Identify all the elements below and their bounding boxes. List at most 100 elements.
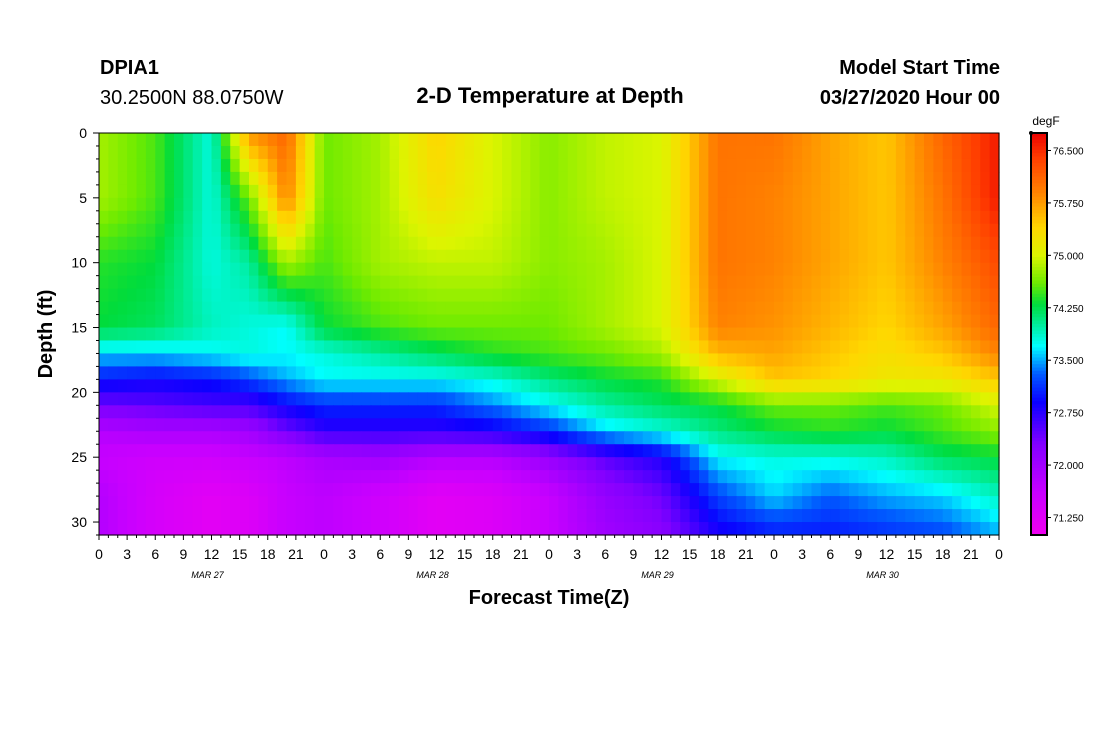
heatmap-cell [492, 314, 503, 329]
heatmap-cell [314, 457, 325, 471]
colorbar-label: 74.250 [1053, 304, 1084, 315]
heatmap-cell [145, 522, 156, 536]
heatmap-cell [933, 522, 944, 536]
heatmap-cell [370, 223, 381, 238]
heatmap-cell [867, 405, 878, 419]
heatmap-cell [886, 210, 897, 225]
heatmap-cell [961, 158, 972, 173]
heatmap-cell [539, 197, 550, 212]
heatmap-cell [117, 327, 128, 342]
heatmap-cell [380, 275, 391, 290]
heatmap-cell [820, 418, 831, 432]
heatmap-cell [286, 223, 297, 238]
heatmap-cell [464, 249, 475, 264]
heatmap-cell [99, 262, 109, 277]
heatmap-cell [783, 249, 794, 264]
heatmap-cell [361, 301, 372, 316]
heatmap-cell [745, 379, 756, 393]
heatmap-cell [305, 288, 316, 303]
heatmap-cell [220, 327, 231, 342]
heatmap-cell [886, 236, 897, 251]
heatmap-cell [830, 418, 841, 432]
heatmap-cell [117, 288, 128, 303]
heatmap-cell [483, 171, 494, 186]
heatmap-cell [736, 522, 747, 536]
heatmap-cell [820, 275, 831, 290]
heatmap-cell [670, 210, 681, 225]
heatmap-cell [820, 522, 831, 536]
heatmap-cell [942, 353, 953, 368]
heatmap-cell [108, 301, 119, 316]
heatmap-cell [483, 327, 494, 342]
heatmap-cell [314, 392, 325, 406]
heatmap-cell [633, 184, 644, 199]
heatmap-cell [745, 340, 756, 355]
x-tick-label: 0 [995, 546, 1003, 562]
heatmap-cell [783, 314, 794, 329]
heatmap-cell [792, 184, 803, 199]
heatmap-cell [877, 262, 888, 277]
heatmap-cell [108, 171, 119, 186]
heatmap-cell [605, 133, 616, 147]
heatmap-cell [352, 197, 363, 212]
heatmap-cell [933, 184, 944, 199]
heatmap-cell [474, 418, 484, 432]
heatmap-cell [755, 133, 766, 147]
heatmap-cell [399, 158, 409, 173]
heatmap-cell [530, 133, 541, 147]
heatmap-cell [174, 327, 184, 342]
heatmap-cell [502, 379, 513, 393]
heatmap-cell [539, 249, 550, 264]
heatmap-cell [164, 133, 175, 147]
heatmap-cell [614, 223, 625, 238]
heatmap-cell [924, 171, 934, 186]
heatmap-cell [839, 223, 850, 238]
heatmap-cell [380, 301, 391, 316]
heatmap-cell [924, 145, 934, 160]
heatmap-cell [230, 145, 241, 160]
heatmap-cell [361, 496, 372, 510]
heatmap-cell [127, 418, 138, 432]
heatmap-cell [642, 133, 653, 147]
heatmap-cell [174, 340, 184, 355]
heatmap-cell [802, 444, 813, 458]
heatmap-cell [520, 145, 531, 160]
heatmap-cell [689, 249, 700, 264]
heatmap-cell [727, 483, 738, 497]
heatmap-cell [230, 340, 241, 355]
heatmap-cell [211, 249, 222, 264]
heatmap-cell [436, 288, 447, 303]
heatmap-cell [745, 236, 756, 251]
heatmap-cell [202, 431, 213, 445]
heatmap-cell [530, 288, 541, 303]
heatmap-cell [830, 197, 841, 212]
heatmap-cell [886, 340, 897, 355]
heatmap-cell [445, 249, 456, 264]
heatmap-cell [924, 353, 934, 368]
heatmap-cell [755, 366, 766, 380]
heatmap-cell [145, 197, 156, 212]
heatmap-cell [192, 392, 203, 406]
heatmap-cell [436, 379, 447, 393]
heatmap-cell [980, 379, 991, 393]
heatmap-cell [577, 158, 588, 173]
heatmap-cell [717, 301, 728, 316]
heatmap-cell [136, 184, 147, 199]
heatmap-cell [249, 483, 259, 497]
heatmap-cell [895, 340, 906, 355]
heatmap-cell [727, 171, 738, 186]
heatmap-cell [764, 171, 775, 186]
heatmap-cell [277, 366, 288, 380]
heatmap-cell [511, 301, 522, 316]
heatmap-cell [633, 210, 644, 225]
heatmap-cell [220, 145, 231, 160]
heatmap-cell [961, 366, 972, 380]
heatmap-cell [774, 457, 784, 471]
heatmap-cell [895, 431, 906, 445]
x-tick-label: 15 [232, 546, 248, 562]
heatmap-cell [774, 340, 784, 355]
heatmap-cell [164, 314, 175, 329]
heatmap-cell [952, 392, 963, 406]
heatmap-cell [539, 301, 550, 316]
heatmap-cell [145, 275, 156, 290]
